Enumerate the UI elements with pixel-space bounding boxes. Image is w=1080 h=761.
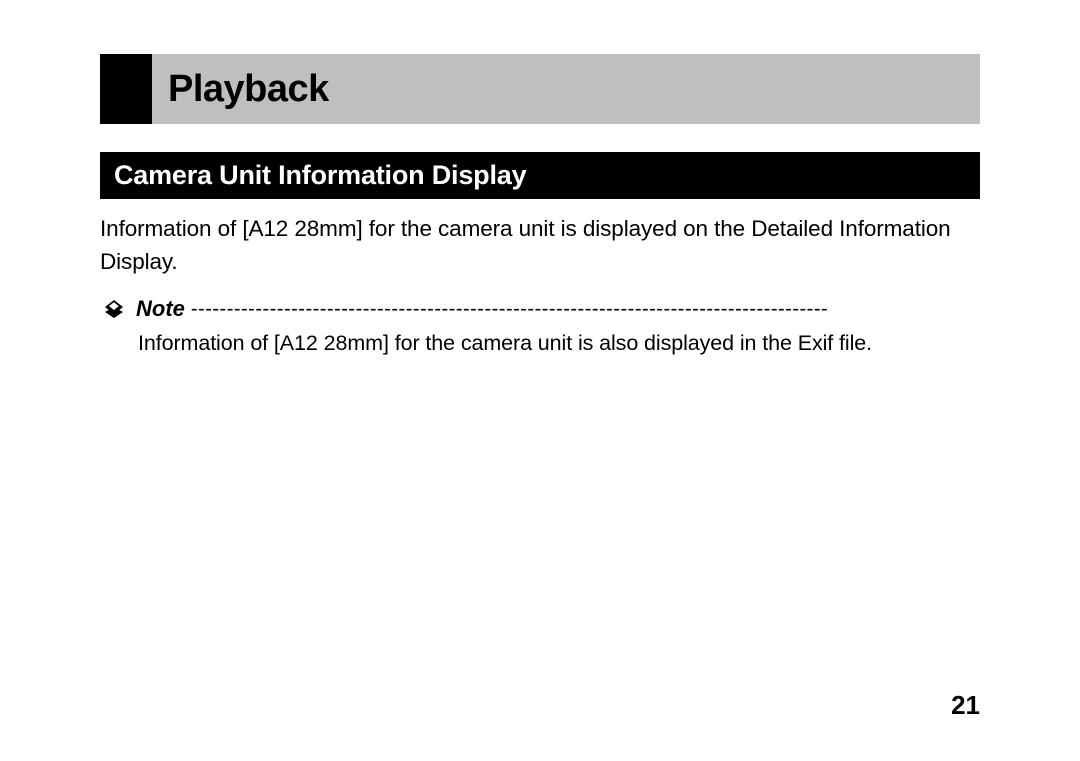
chapter-block-marker <box>100 54 152 124</box>
chapter-title: Playback <box>168 68 329 111</box>
note-header-row: Note -----------------------------------… <box>100 296 980 322</box>
section-title: Camera Unit Information Display <box>114 160 526 190</box>
chapter-header: Playback <box>100 54 980 124</box>
chapter-title-bar: Playback <box>152 54 980 124</box>
note-body: Information of [A12 28mm] for the camera… <box>100 328 980 359</box>
section-body: Information of [A12 28mm] for the camera… <box>100 213 980 278</box>
note-dashes: ----------------------------------------… <box>191 298 980 321</box>
section-header: Camera Unit Information Display <box>100 152 980 199</box>
note-label: Note <box>136 296 185 322</box>
note-icon <box>100 299 128 319</box>
page-number: 21 <box>951 690 980 721</box>
